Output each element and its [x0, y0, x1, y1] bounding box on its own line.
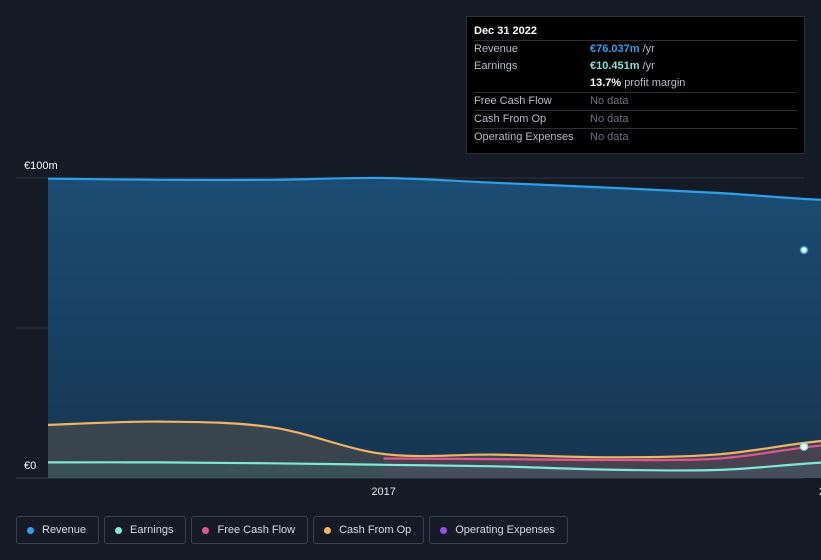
operating-expenses-dot-icon [440, 526, 448, 534]
tooltip-row-margin: 13.7% profit margin [474, 75, 797, 92]
revenue-line [47, 176, 821, 201]
tooltip-label [474, 75, 590, 92]
tooltip-opex-value: No data [590, 131, 629, 143]
y-axis-bottom-label: €0 [24, 460, 37, 472]
legend-label: Earnings [130, 524, 174, 536]
legend-label: Free Cash Flow [217, 524, 296, 536]
free-cash-flow-line [383, 444, 821, 462]
x-axis-ticks: 201720182019202020212022 [371, 486, 821, 498]
tooltip-row-fcf: Free Cash Flow No data [474, 92, 797, 110]
cash-from-op-dot-icon [324, 526, 332, 534]
tooltip-unit: /yr [639, 43, 655, 55]
tooltip-label: Operating Expenses [474, 131, 574, 143]
chart-legend: Revenue Earnings Free Cash Flow Cash Fro… [16, 516, 568, 546]
earnings-dot-icon [115, 526, 123, 534]
legend-item-revenue[interactable]: Revenue [16, 516, 100, 544]
data-tooltip: Dec 31 2022 Revenue €76.037m /yr Earning… [466, 16, 805, 154]
earnings-area [48, 462, 821, 478]
tooltip-fcf-value: No data [590, 95, 629, 107]
revenue-area [48, 177, 821, 478]
tooltip-label: Revenue [474, 43, 519, 55]
legend-item-free-cash-flow[interactable]: Free Cash Flow [191, 516, 309, 544]
revenue-end-marker [799, 245, 809, 255]
earnings-end-marker [799, 442, 809, 451]
revenue-dot-icon [27, 526, 34, 534]
free-cash-flow-dot-icon [202, 526, 210, 534]
tooltip-row-earnings: Earnings €10.451m /yr [474, 58, 797, 75]
tooltip-revenue-value: €76.037m [590, 43, 640, 55]
tooltip-cfo-value: No data [590, 113, 629, 125]
tooltip-label: Free Cash Flow [474, 95, 552, 107]
tooltip-row-revenue: Revenue €76.037m /yr [474, 40, 797, 58]
y-axis-top-label: €100m [24, 160, 58, 172]
legend-item-earnings[interactable]: Earnings [104, 516, 187, 544]
tooltip-label: Cash From Op [474, 113, 547, 125]
tooltip-unit: profit margin [621, 77, 686, 89]
legend-label: Revenue [42, 524, 87, 536]
tooltip-row-cfo: Cash From Op No data [474, 110, 797, 128]
series-lines [47, 176, 821, 472]
tooltip-margin-value: 13.7% [590, 77, 622, 89]
tooltip-earnings-value: €10.451m [590, 60, 640, 72]
legend-item-operating-expenses[interactable]: Operating Expenses [429, 516, 568, 544]
x-tick-label-2017: 2017 [371, 486, 395, 498]
tooltip-row-opex: Operating Expenses No data [474, 128, 797, 146]
cash-from-op-line [47, 420, 821, 459]
tooltip-label: Earnings [474, 60, 518, 72]
tooltip-date: Dec 31 2022 [474, 25, 537, 37]
area-fills [48, 177, 821, 478]
legend-item-cash-from-op[interactable]: Cash From Op [313, 516, 425, 544]
legend-label: Operating Expenses [455, 524, 555, 536]
earnings-line [47, 461, 821, 472]
legend-label: Cash From Op [339, 524, 412, 536]
x-tick-label-2018: 2018 [819, 486, 821, 498]
tooltip-unit: /yr [639, 60, 655, 72]
